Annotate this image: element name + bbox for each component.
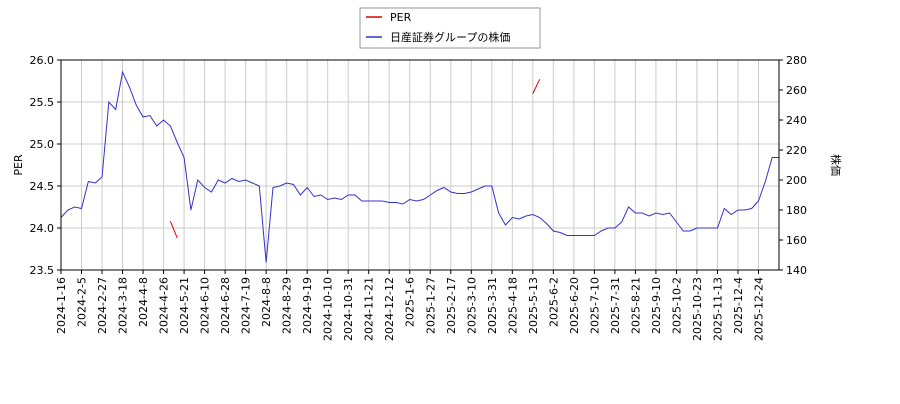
y2-tick-label: 220 [786,144,807,157]
x-tick-label: 2025-12-4 [732,277,745,334]
legend-label: PER [390,11,412,24]
x-tick-label: 2025-8-21 [629,277,642,334]
y2-axis-label: 株価 [829,154,843,176]
x-tick-label: 2025-7-31 [609,277,622,334]
x-tick-label: 2025-2-17 [445,277,458,334]
x-tick-label: 2024-6-10 [199,277,212,334]
plot-frame [60,59,780,271]
x-tick-label: 2025-3-10 [465,277,478,334]
x-tick-label: 2024-1-16 [55,277,68,334]
legend-box [359,7,541,49]
x-tick-label: 2025-4-18 [506,277,519,334]
series-line [532,79,541,94]
y-tick-label: 25.5 [30,96,55,109]
x-tick-label: 2025-12-24 [752,277,765,341]
y2-tick-label: 140 [786,264,807,277]
x-tick-label: 2025-3-31 [486,277,499,334]
y-tick-label: 24.0 [30,222,55,235]
y-axis-label: PER [12,154,25,176]
legend-label: 日産証券グループの株価 [390,30,510,44]
x-tick-label: 2025-7-10 [588,277,601,334]
x-tick-label: 2024-8-8 [260,277,273,327]
series-line [60,70,779,263]
x-tick-label: 2024-2-27 [96,277,109,334]
x-tick-label: 2024-6-28 [219,277,232,334]
y2-tick-label: 240 [786,114,807,127]
x-tick-label: 2024-9-19 [301,277,314,334]
x-tick-label: 2025-9-10 [650,277,663,334]
legend: PER 日産証券グループの株価 [359,7,541,49]
y-tick-label: 25.0 [30,138,55,151]
y-tick-label: 26.0 [30,54,55,67]
x-tick-label: 2024-7-19 [240,277,253,334]
x-tick-label: 2025-10-2 [670,277,683,334]
x-tick-label: 2025-10-23 [691,277,704,341]
series-line [169,221,178,239]
y-tick-label: 24.5 [30,180,55,193]
x-tick-label: 2024-12-12 [383,277,396,341]
y2-tick-label: 180 [786,204,807,217]
x-tick-label: 2024-4-26 [158,277,171,334]
y2-tick-label: 280 [786,54,807,67]
plot-frame [60,59,780,271]
x-tick-label: 2025-1-27 [424,277,437,334]
x-tick-label: 2024-2-5 [76,277,89,327]
y2-tick-label: 200 [786,174,807,187]
x-tick-label: 2024-5-21 [178,277,191,334]
x-tick-label: 2025-6-2 [547,277,560,327]
x-tick-label: 2024-8-29 [281,277,294,334]
y-tick-label: 23.5 [30,264,55,277]
x-tick-label: 2024-10-31 [342,277,355,341]
x-tick-label: 2024-11-21 [363,277,376,341]
x-tick-label: 2025-5-13 [527,277,540,334]
y2-tick-label: 160 [786,234,807,247]
x-tick-label: 2025-6-20 [568,277,581,334]
x-tick-label: 2025-11-13 [711,277,724,341]
x-tick-label: 2024-4-8 [137,277,150,327]
x-tick-label: 2024-3-18 [117,277,130,334]
x-tick-label: 2025-1-6 [404,277,417,327]
x-tick-label: 2024-10-10 [322,277,335,341]
y2-tick-label: 260 [786,84,807,97]
